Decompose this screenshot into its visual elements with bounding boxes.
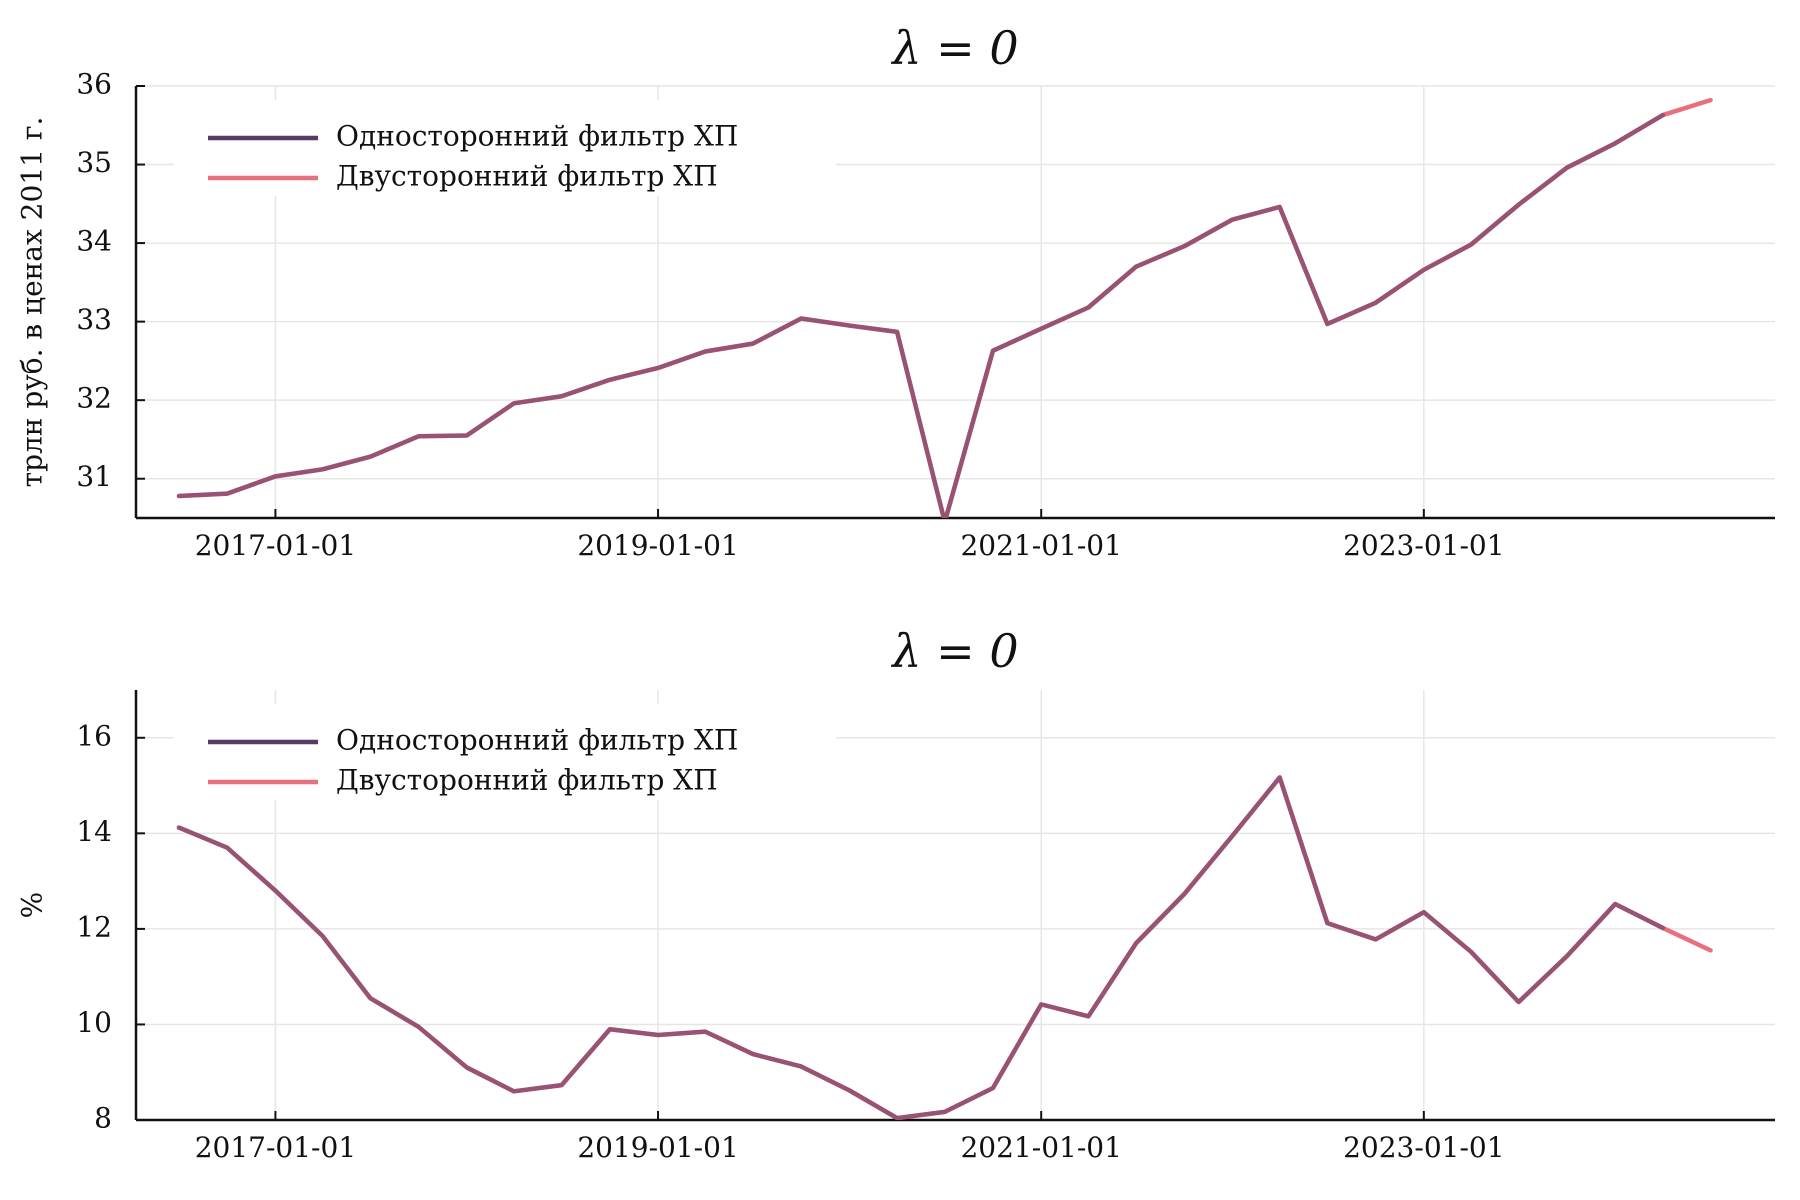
y-tick-label: 34	[76, 225, 112, 258]
legend-entry: Односторонний фильтр ХП	[336, 724, 738, 757]
y-tick-label: 33	[76, 303, 112, 336]
legend-entry: Односторонний фильтр ХП	[336, 120, 738, 153]
chart-title: λ = 0	[890, 21, 1018, 75]
y-axis-label: трлн руб. в ценах 2011 г.	[16, 117, 49, 488]
y-tick-label: 16	[76, 719, 112, 752]
y-tick-label: 35	[76, 146, 112, 179]
y-tick-label: 31	[76, 460, 112, 493]
x-tick-label: 2023-01-01	[1343, 1131, 1504, 1164]
y-tick-label: 36	[76, 68, 112, 101]
legend: Односторонний фильтр ХП Двусторонний филь…	[174, 100, 836, 196]
y-tick-label: 8	[94, 1102, 112, 1135]
chart-1: λ = 0 2017-01-01 2019-01-01 2021-01-01 2023-…	[16, 21, 1775, 562]
y-tick-label: 14	[76, 815, 112, 848]
x-tick-label: 2021-01-01	[960, 529, 1121, 562]
x-tick-label: 2019-01-01	[577, 529, 738, 562]
y-axis-label: %	[16, 892, 49, 919]
chart-title: λ = 0	[890, 624, 1018, 678]
y-tick-label: 12	[76, 910, 112, 943]
plot-area	[176, 775, 1713, 1120]
y-tick-label: 32	[76, 382, 112, 415]
y-tick-label: 10	[76, 1006, 112, 1039]
chart-2: λ = 0 2017-01-01 2019-01-01 2021-01-01 2023-…	[16, 624, 1775, 1164]
x-tick-label: 2017-01-01	[195, 1131, 356, 1164]
legend-entry: Двусторонний фильтр ХП	[336, 764, 718, 797]
series-line-1	[176, 775, 1666, 1120]
x-tick-label: 2017-01-01	[195, 529, 356, 562]
x-tick-label: 2023-01-01	[1343, 529, 1504, 562]
plot-area	[176, 97, 1713, 518]
x-tick-label: 2021-01-01	[960, 1131, 1121, 1164]
legend-entry: Двусторонний фильтр ХП	[336, 160, 718, 193]
series-line-1	[176, 112, 1666, 518]
series-line-2	[176, 775, 1713, 1120]
legend: Односторонний фильтр ХП Двусторонний филь…	[174, 704, 836, 800]
x-tick-label: 2019-01-01	[577, 1131, 738, 1164]
